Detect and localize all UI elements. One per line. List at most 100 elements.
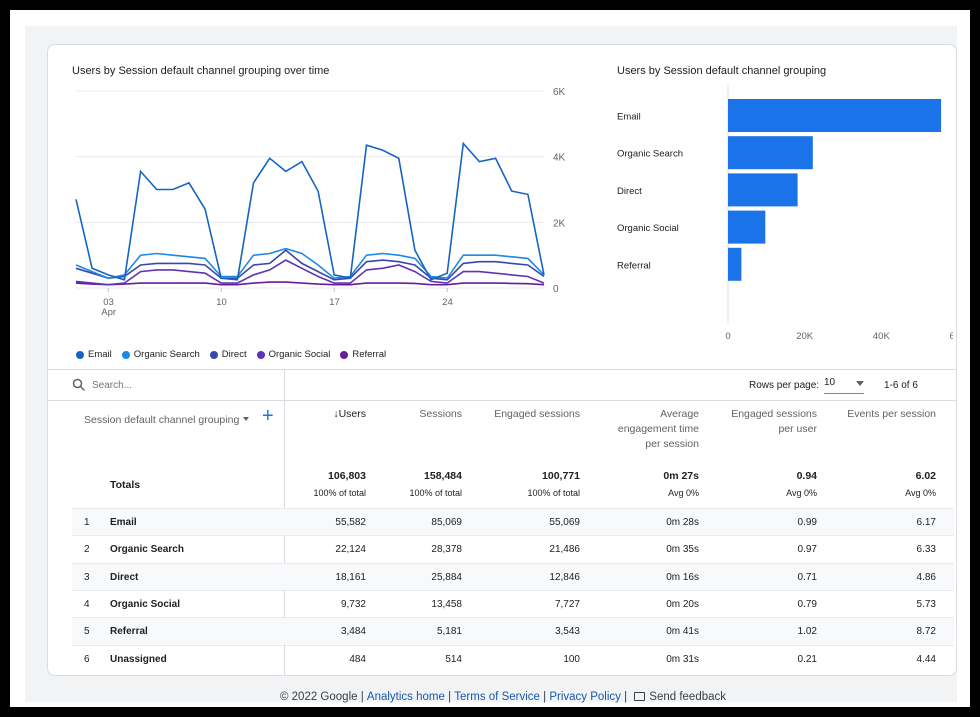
bar-category-label: Organic Social (617, 223, 679, 234)
total-subtext: 100% of total (313, 488, 366, 498)
table-row[interactable]: 1 Email 55,582 85,069 55,069 0m 28s 0.99 6.17 (72, 508, 954, 535)
bar-x-tick-label: 40K (873, 331, 891, 342)
legend-item[interactable]: Direct (209, 349, 247, 360)
column-header[interactable]: Sessions (419, 408, 462, 420)
legend-item[interactable]: Referral (340, 349, 386, 360)
row-metric-value: 22,124 (335, 544, 366, 556)
legend-dot-icon (76, 350, 84, 359)
legend-label: Organic Social (268, 349, 331, 360)
row-index: 2 (84, 544, 90, 556)
row-metric-value: 7,727 (554, 598, 580, 610)
row-metric-value: 0m 31s (666, 653, 699, 665)
row-metric-value: 6.17 (916, 517, 936, 528)
total-subtext: Avg 0% (786, 488, 817, 498)
bar-category-label: Direct (617, 186, 642, 197)
search-input[interactable] (92, 374, 272, 396)
totals-label: Totals (110, 479, 141, 491)
series-line-referral (75, 281, 545, 286)
row-index: 4 (84, 598, 90, 610)
privacy-link[interactable]: Privacy Policy (549, 691, 621, 703)
add-dimension-button[interactable]: + (262, 405, 274, 427)
bar-x-tick-label: 0 (725, 331, 730, 342)
legend-label: Referral (352, 349, 387, 360)
header-divider (48, 400, 956, 401)
total-value: 0m 27s (663, 470, 699, 482)
table-row[interactable]: 5 Referral 3,484 5,181 3,543 0m 41s 1.02 8.72 (72, 617, 954, 645)
column-header[interactable]: Events per session (847, 408, 936, 420)
table-row[interactable]: 2 Organic Search 22,124 28,378 21,486 0m 35s 0… (72, 535, 954, 562)
total-subtext: 100% of total (527, 488, 580, 498)
table-row[interactable]: 4 Organic Social 9,732 13,458 7,727 0m 20s 0.7… (72, 589, 954, 617)
total-value: 6.02 (915, 470, 936, 482)
x-tick-label: 17 (329, 297, 340, 308)
send-feedback-link[interactable]: Send feedback (649, 691, 727, 703)
row-index: 6 (84, 653, 90, 665)
series-line-organic-search (75, 247, 545, 280)
row-metric-value: 0.97 (797, 544, 817, 556)
row-metric-value: 18,161 (335, 571, 366, 583)
paging-text: 1-6 of 6 (884, 380, 918, 391)
row-metric-value: 28,378 (431, 544, 462, 556)
row-index: 1 (84, 517, 90, 528)
terms-link[interactable]: Terms of Service (454, 691, 540, 703)
legend-item[interactable]: Organic Search (121, 349, 200, 360)
row-metric-value: 21,486 (549, 544, 580, 556)
dimension-column-header[interactable]: Session default channel grouping (84, 414, 250, 426)
screenshot-frame: Users by Session default channel groupin… (10, 10, 970, 707)
row-metric-value: 0m 41s (666, 626, 699, 638)
row-metric-value: 0.79 (797, 598, 817, 610)
total-subtext: 100% of total (409, 488, 462, 498)
bar-category-label: Organic Search (617, 149, 683, 160)
legend-item[interactable]: Email (76, 349, 112, 360)
bar-chart: Email Organic Search Direct Organic Social R… (617, 85, 953, 342)
table-top-divider (48, 369, 956, 370)
bar-referral[interactable] (728, 247, 742, 281)
column-header[interactable]: Engaged sessions per user (731, 408, 817, 435)
row-dimension-value: Email (110, 517, 137, 528)
rows-per-page-select[interactable]: 10 (824, 374, 864, 394)
bar-direct[interactable] (728, 173, 798, 207)
column-header[interactable]: Engaged sessions (494, 408, 580, 420)
y-tick-label: 4K (553, 153, 566, 164)
total-subtext: Avg 0% (905, 488, 936, 498)
bar-x-tick-label: 60K (950, 331, 953, 342)
row-metric-value: 0m 16s (666, 571, 699, 583)
row-metric-value: 0.99 (797, 517, 817, 528)
bar-organic-social[interactable] (728, 210, 766, 244)
total-value: 106,803 (328, 470, 366, 482)
feedback-icon (634, 692, 646, 701)
bar-organic-search[interactable] (728, 136, 813, 170)
table-row[interactable]: 6 Unassigned 484 514 100 0m 31s 0.21 4.44 (72, 644, 954, 672)
row-metric-value: 13,458 (431, 598, 462, 610)
row-metric-value: 3,543 (554, 626, 580, 638)
x-tick-label: 24 (442, 297, 453, 308)
legend-item[interactable]: Organic Social (256, 349, 331, 360)
row-metric-value: 9,732 (340, 598, 366, 610)
analytics-home-link[interactable]: Analytics home (366, 691, 445, 703)
dimension-header-label: Session default channel grouping (84, 414, 240, 426)
column-header[interactable]: ↓Users (333, 408, 366, 420)
total-subtext: Avg 0% (668, 488, 699, 498)
chevron-down-icon (856, 381, 864, 386)
series-line-organic-social (75, 259, 545, 286)
search-icon (72, 378, 86, 392)
bar-category-label: Referral (617, 260, 651, 271)
column-header[interactable]: Average engagement time per session (617, 408, 699, 450)
row-metric-value: 0m 35s (666, 544, 699, 556)
legend-dot-icon (121, 350, 130, 359)
report-card: Users by Session default channel groupin… (47, 44, 957, 676)
row-index: 3 (84, 571, 90, 583)
y-tick-label: 6K (553, 87, 566, 98)
bar-email[interactable] (728, 99, 942, 132)
row-metric-value: 3,484 (340, 626, 366, 638)
table-row[interactable]: 3 Direct 18,161 25,884 12,846 0m 16s 0.71 4.86 (72, 562, 954, 590)
legend-dot-icon (256, 350, 265, 359)
bar-category-label: Email (617, 112, 641, 123)
rows-per-page-value: 10 (824, 377, 836, 388)
row-dimension-value: Referral (110, 626, 148, 638)
row-metric-value: 5,181 (436, 626, 462, 638)
legend-dot-icon (209, 350, 218, 359)
row-index: 5 (84, 626, 90, 638)
row-metric-value: 0.21 (797, 653, 817, 665)
